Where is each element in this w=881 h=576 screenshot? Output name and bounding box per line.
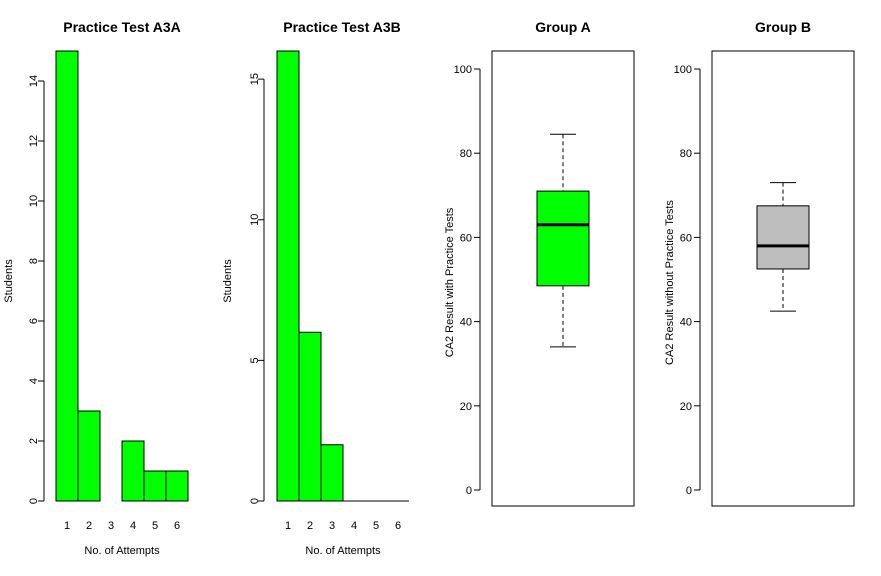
chart-2-y-tick-label-15: 15 <box>249 73 261 85</box>
chart-2-x-tick-label-3: 3 <box>329 520 335 532</box>
chart-2-x-tick-label-4: 4 <box>351 520 357 532</box>
chart-1-x-tick-label-3: 3 <box>108 520 114 532</box>
chart-1-y-tick-label-14: 14 <box>28 75 40 87</box>
chart-2-x-tick-label-5: 5 <box>373 520 379 532</box>
chart-3-y-axis-label: CA2 Result with Practice Tests <box>444 207 456 357</box>
chart-1-y-tick-label-0: 0 <box>28 498 40 504</box>
chart-2-x-tick-label-2: 2 <box>307 520 313 532</box>
chart-4-iqr-box <box>756 205 810 270</box>
chart-3-y-tick-label-0: 0 <box>466 485 472 497</box>
chart-1-x-tick-label-4: 4 <box>130 520 136 532</box>
chart-1-y-tick-label-4: 4 <box>28 378 40 384</box>
chart-1-y-tick-label-8: 8 <box>28 258 40 264</box>
chart-1-bar-4 <box>121 440 145 502</box>
chart-1-bar-6 <box>165 470 189 502</box>
chart-3-iqr-box <box>536 190 590 287</box>
chart-4-y-tick-label-100: 100 <box>674 64 692 76</box>
chart-1-title: Practice Test A3A <box>63 19 181 35</box>
chart-4-y-axis-label: CA2 Result without Practice Tests <box>664 200 676 365</box>
chart-2-bar-1 <box>276 50 300 502</box>
chart-1-y-tick-label-6: 6 <box>28 318 40 324</box>
chart-4-y-tick-label-80: 80 <box>680 148 692 160</box>
chart-2-y-tick-label-5: 5 <box>249 357 261 363</box>
chart-4-y-tick-label-40: 40 <box>680 317 692 329</box>
chart-1-x-tick-label-1: 1 <box>64 520 70 532</box>
chart-1-bar-5 <box>143 470 167 502</box>
chart-3-title: Group A <box>535 19 590 35</box>
chart-2-x-tick-label-6: 6 <box>395 520 401 532</box>
chart-2-bar-3 <box>320 444 344 502</box>
chart-1-y-tick-label-12: 12 <box>28 135 40 147</box>
chart-2-y-tick-label-10: 10 <box>249 214 261 226</box>
chart-3-y-tick-label-80: 80 <box>460 148 472 160</box>
chart-3-y-tick-label-100: 100 <box>454 64 472 76</box>
chart-4-y-tick-label-60: 60 <box>680 232 692 244</box>
chart-1-x-tick-label-2: 2 <box>86 520 92 532</box>
chart-2-x-axis-label: No. of Attempts <box>305 545 381 557</box>
chart-4-y-tick-label-0: 0 <box>686 485 692 497</box>
chart-2-y-axis-label: Students <box>222 259 234 303</box>
chart-1-y-tick-label-2: 2 <box>28 438 40 444</box>
chart-1-bar-1 <box>55 50 79 502</box>
chart-1-y-tick-label-10: 10 <box>28 195 40 207</box>
chart-4-title: Group B <box>755 19 811 35</box>
chart-3-y-tick-label-40: 40 <box>460 317 472 329</box>
chart-3-plot-frame <box>491 50 635 507</box>
chart-3-y-tick-label-20: 20 <box>460 401 472 413</box>
chart-2-y-tick-label-0: 0 <box>249 498 261 504</box>
chart-1-x-tick-label-5: 5 <box>152 520 158 532</box>
chart-1-y-axis-label: Students <box>3 259 15 303</box>
chart-4-plot-frame <box>711 50 855 507</box>
chart-1-x-axis-label: No. of Attempts <box>84 545 160 557</box>
chart-4-y-tick-label-20: 20 <box>680 401 692 413</box>
chart-3-y-tick-label-60: 60 <box>460 232 472 244</box>
chart-1-bar-2 <box>77 410 101 502</box>
chart-2-x-tick-label-1: 1 <box>285 520 291 532</box>
chart-2-title: Practice Test A3B <box>283 19 401 35</box>
chart-2-bar-2 <box>298 331 322 502</box>
chart-1-x-tick-label-6: 6 <box>174 520 180 532</box>
